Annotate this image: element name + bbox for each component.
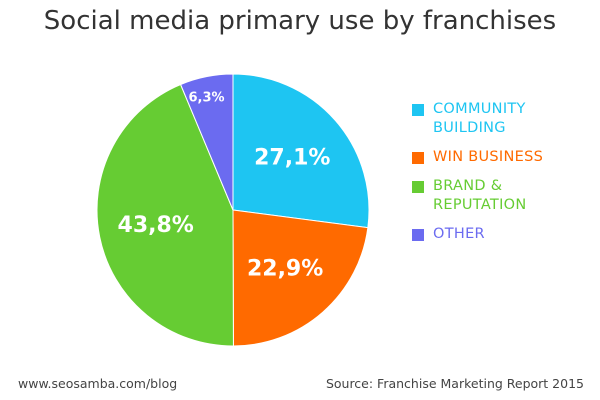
- slice-label-community-building: 27,1%: [254, 145, 330, 170]
- legend-label: WIN BUSINESS: [433, 149, 544, 165]
- legend-item-brand-reputation: BRAND & REPUTATION: [412, 177, 592, 215]
- legend: COMMUNITY BUILDING WIN BUSINESS BRAND & REPU…: [412, 100, 592, 254]
- pie-slice-other: [179, 73, 234, 211]
- pie-slice-win-business: [232, 209, 369, 347]
- legend-label: OTHER: [433, 226, 485, 242]
- legend-label: COMMUNITY BUILDING: [433, 101, 526, 136]
- footer-source: Source: Franchise Marketing Report 2015: [325, 376, 584, 391]
- chart-title: Social media primary use by franchises: [43, 6, 557, 36]
- legend-swatch: [412, 104, 424, 116]
- slice-label-other: 6,3%: [189, 90, 225, 105]
- legend-swatch: [412, 229, 424, 241]
- legend-label: BRAND & REPUTATION: [433, 178, 527, 213]
- legend-item-other: OTHER: [412, 225, 592, 244]
- legend-item-community-building: COMMUNITY BUILDING: [412, 100, 592, 138]
- pie-slice-brand-reputation: [96, 83, 234, 347]
- legend-swatch: [412, 152, 424, 164]
- slice-label-brand-reputation: 43,8%: [118, 213, 194, 238]
- legend-swatch: [412, 181, 424, 193]
- legend-item-win-business: WIN BUSINESS: [412, 148, 592, 167]
- pie-slice-community-building: [232, 73, 370, 229]
- slice-label-win-business: 22,9%: [247, 257, 323, 282]
- footer-url: www.seosamba.com/blog: [18, 376, 178, 391]
